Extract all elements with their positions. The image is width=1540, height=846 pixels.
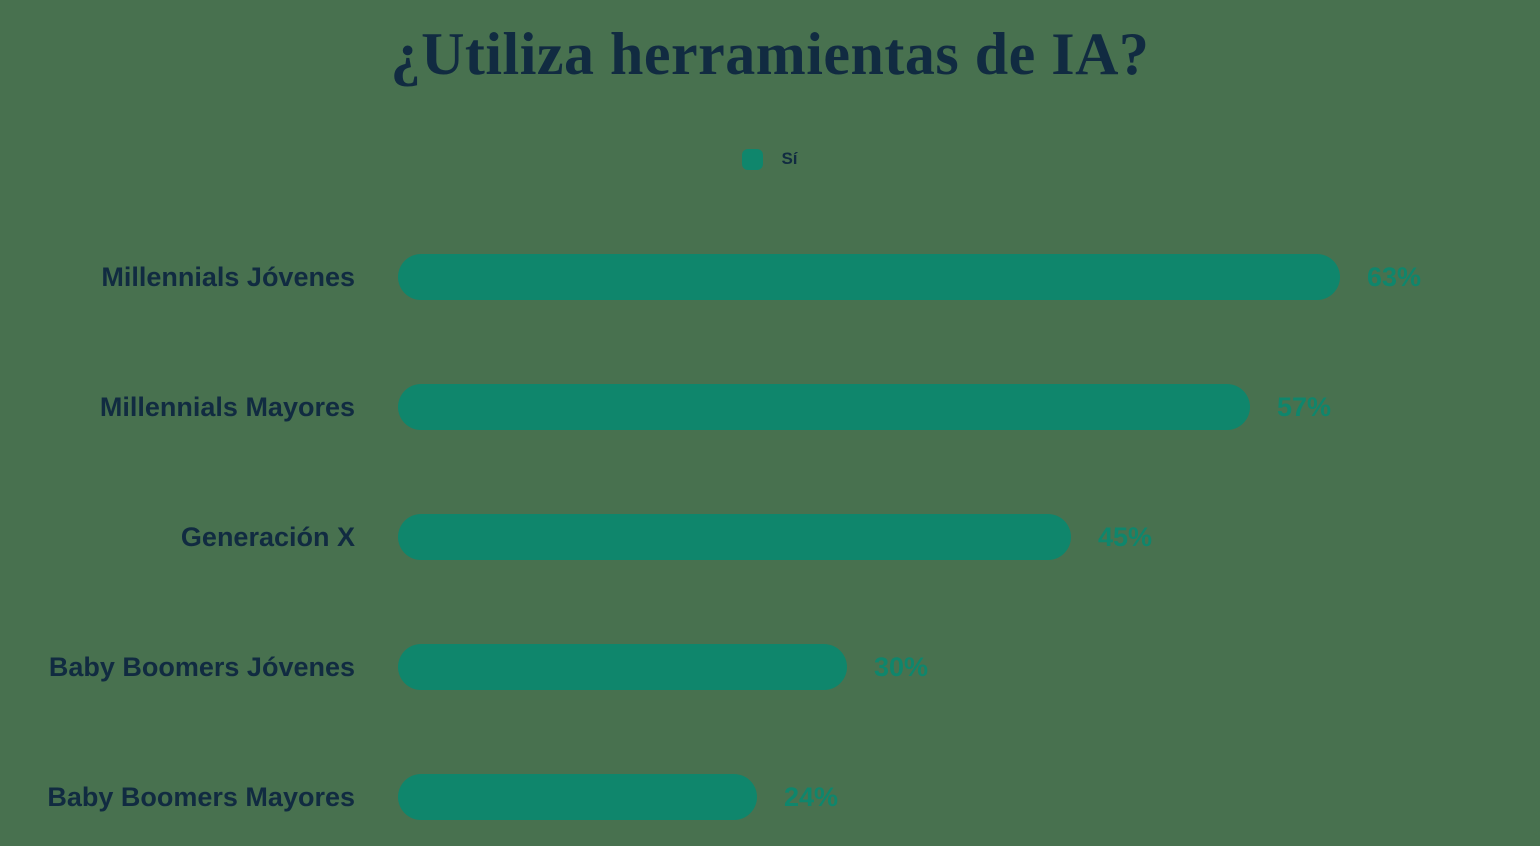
bar bbox=[398, 514, 1071, 560]
value-label: 45% bbox=[1098, 521, 1153, 552]
bar-row: Baby Boomers Mayores 24% bbox=[0, 774, 1540, 820]
legend: Sí bbox=[0, 148, 1540, 170]
bar-area: 45% bbox=[398, 514, 1540, 560]
category-label: Millennials Jóvenes bbox=[101, 261, 355, 292]
bar-row: Millennials Jóvenes 63% bbox=[0, 254, 1540, 300]
legend-swatch-si bbox=[742, 148, 764, 170]
value-label: 57% bbox=[1277, 391, 1332, 422]
bar-row: Generación X 45% bbox=[0, 514, 1540, 560]
legend-label-si: Sí bbox=[781, 149, 798, 168]
value-label: 63% bbox=[1367, 261, 1422, 292]
category-label: Generación X bbox=[180, 521, 355, 552]
bar-row: Baby Boomers Jóvenes 30% bbox=[0, 644, 1540, 690]
value-label: 24% bbox=[784, 781, 839, 812]
bar-row: Millennials Mayores 57% bbox=[0, 384, 1540, 430]
bar-area: 24% bbox=[398, 774, 1540, 820]
category-label: Baby Boomers Mayores bbox=[47, 781, 355, 812]
bar-area: 63% bbox=[398, 254, 1540, 300]
chart-title: ¿Utiliza herramientas de IA? bbox=[390, 21, 1150, 87]
bar-area: 57% bbox=[398, 384, 1540, 430]
bar bbox=[398, 254, 1340, 300]
bar bbox=[398, 384, 1250, 430]
value-label: 30% bbox=[874, 651, 929, 682]
bar-area: 30% bbox=[398, 644, 1540, 690]
category-label: Millennials Mayores bbox=[99, 391, 355, 422]
bar-chart: Millennials Jóvenes 63% Millennials Mayore… bbox=[0, 254, 1540, 820]
category-label: Baby Boomers Jóvenes bbox=[48, 651, 355, 682]
bar bbox=[398, 644, 847, 690]
chart-canvas: ¿Utiliza herramientas de IA? Sí Millenni… bbox=[0, 14, 1540, 846]
bar bbox=[398, 774, 757, 820]
